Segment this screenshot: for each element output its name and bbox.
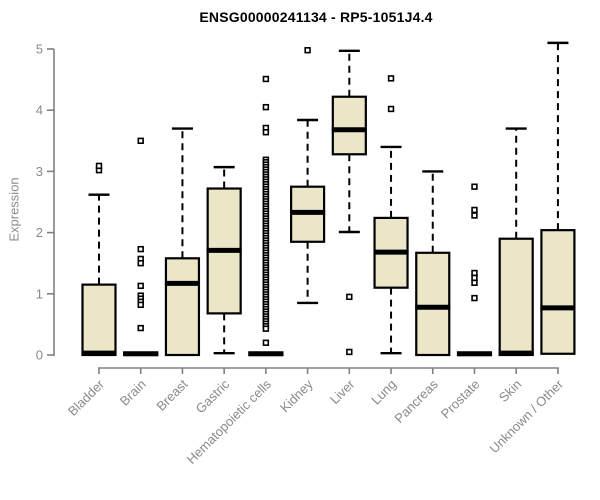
- x-tick-label: Breast: [153, 376, 190, 413]
- box-bladder: [81, 283, 117, 357]
- x-tick-label: Prostate: [438, 377, 483, 422]
- outlier-point: [262, 129, 270, 136]
- box-breast: [164, 257, 201, 357]
- x-tick-label: Unknown / Other: [486, 376, 566, 456]
- outlier-point: [471, 212, 478, 219]
- x-tick-label: Pancreas: [391, 376, 441, 426]
- outlier-point: [262, 75, 270, 83]
- x-tick-label: Skin: [496, 377, 524, 405]
- outlier-point: [346, 348, 353, 356]
- outlier-point: [137, 259, 144, 267]
- outlier-point: [387, 75, 395, 82]
- outlier-point: [387, 105, 395, 113]
- x-tick-label: Liver: [327, 376, 358, 407]
- y-tick-label: 2: [36, 225, 43, 240]
- outlier-point: [137, 282, 144, 290]
- outlier-point: [262, 103, 270, 111]
- y-tick-label: 5: [36, 42, 43, 57]
- outlier-point: [471, 183, 478, 190]
- outlier-point: [471, 274, 478, 282]
- box-pancreas: [415, 251, 451, 357]
- x-tick-label: Kidney: [277, 376, 316, 415]
- outlier-point: [262, 325, 270, 332]
- outlier-point: [471, 294, 478, 302]
- x-tick-label: Lung: [368, 377, 399, 408]
- box-unknown-other: [540, 229, 576, 355]
- y-tick-label: 3: [36, 164, 43, 179]
- outlier-point: [137, 245, 144, 253]
- x-tick-label: Bladder: [65, 376, 108, 419]
- outlier-point: [471, 206, 478, 214]
- outlier-point: [95, 162, 103, 170]
- y-tick-label: 4: [36, 103, 43, 118]
- chart-title: ENSG00000241134 - RP5-1051J4.4: [199, 9, 433, 25]
- x-tick-label: Brain: [117, 377, 149, 409]
- outlier-point: [471, 279, 478, 286]
- outlier-point: [137, 301, 144, 309]
- x-tick-label: Gastric: [193, 376, 233, 416]
- outlier-point: [304, 47, 311, 54]
- outlier-point: [137, 324, 144, 332]
- y-tick-label: 1: [36, 286, 43, 301]
- box-liver: [331, 95, 367, 156]
- outlier-point: [262, 339, 270, 346]
- y-tick-label: 0: [36, 348, 43, 363]
- box-skin: [498, 237, 534, 357]
- outlier-point: [471, 269, 478, 277]
- outlier-point: [137, 137, 144, 144]
- outlier-point: [346, 293, 353, 301]
